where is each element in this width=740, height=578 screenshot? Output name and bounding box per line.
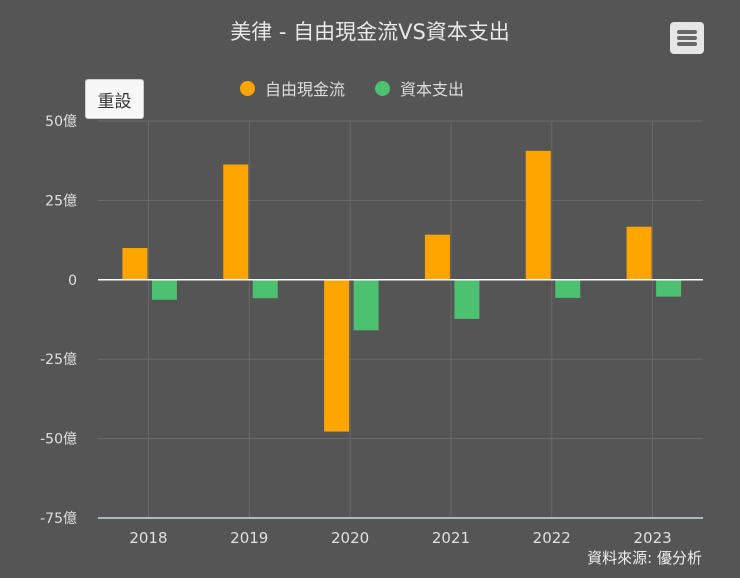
reset-zoom-button[interactable]: 重設 — [85, 79, 144, 119]
legend: 自由現金流 資本支出 — [240, 76, 464, 100]
x-tick-label: 2021 — [432, 529, 470, 547]
bar-capex-2020 — [353, 279, 379, 331]
legend-dot-fcf — [240, 80, 255, 96]
y-tick-label: 25億 — [45, 193, 77, 209]
bar-fcf-2022 — [525, 150, 551, 280]
x-tick-label: 2020 — [331, 529, 369, 547]
y-tick-label: 50億 — [45, 114, 77, 130]
bar-capex-2023 — [656, 279, 682, 297]
legend-label: 資本支出 — [400, 80, 465, 99]
x-tick-label: 2023 — [633, 529, 671, 547]
y-tick-label: -50億 — [40, 432, 77, 448]
y-tick-label: -25億 — [40, 352, 77, 368]
bar-fcf-2018 — [122, 248, 148, 280]
hamburger-menu-icon[interactable] — [670, 22, 704, 54]
legend-label: 自由現金流 — [265, 80, 346, 99]
bar-capex-2019 — [252, 279, 278, 299]
bar-capex-2022 — [555, 279, 581, 298]
legend-dot-capex — [375, 80, 391, 96]
x-tick-label: 2022 — [533, 529, 571, 547]
y-tick-label: 0 — [68, 273, 77, 289]
chart-title: 美律 - 自由現金流VS資本支出 — [230, 20, 510, 44]
y-tick-label: -75億 — [40, 511, 77, 527]
bar-fcf-2023 — [626, 226, 652, 280]
bar-capex-2021 — [454, 279, 480, 319]
legend-item-capex[interactable]: 資本支出 — [375, 76, 464, 100]
bar-capex-2018 — [151, 279, 177, 300]
bar-fcf-2019 — [223, 164, 249, 280]
bar-fcf-2020 — [324, 279, 350, 432]
bar-fcf-2021 — [424, 234, 450, 280]
legend-item-fcf[interactable]: 自由現金流 — [240, 76, 345, 100]
x-tick-label: 2018 — [129, 529, 167, 547]
data-source: 資料來源: 優分析 — [587, 549, 702, 567]
x-tick-label: 2019 — [230, 529, 268, 547]
